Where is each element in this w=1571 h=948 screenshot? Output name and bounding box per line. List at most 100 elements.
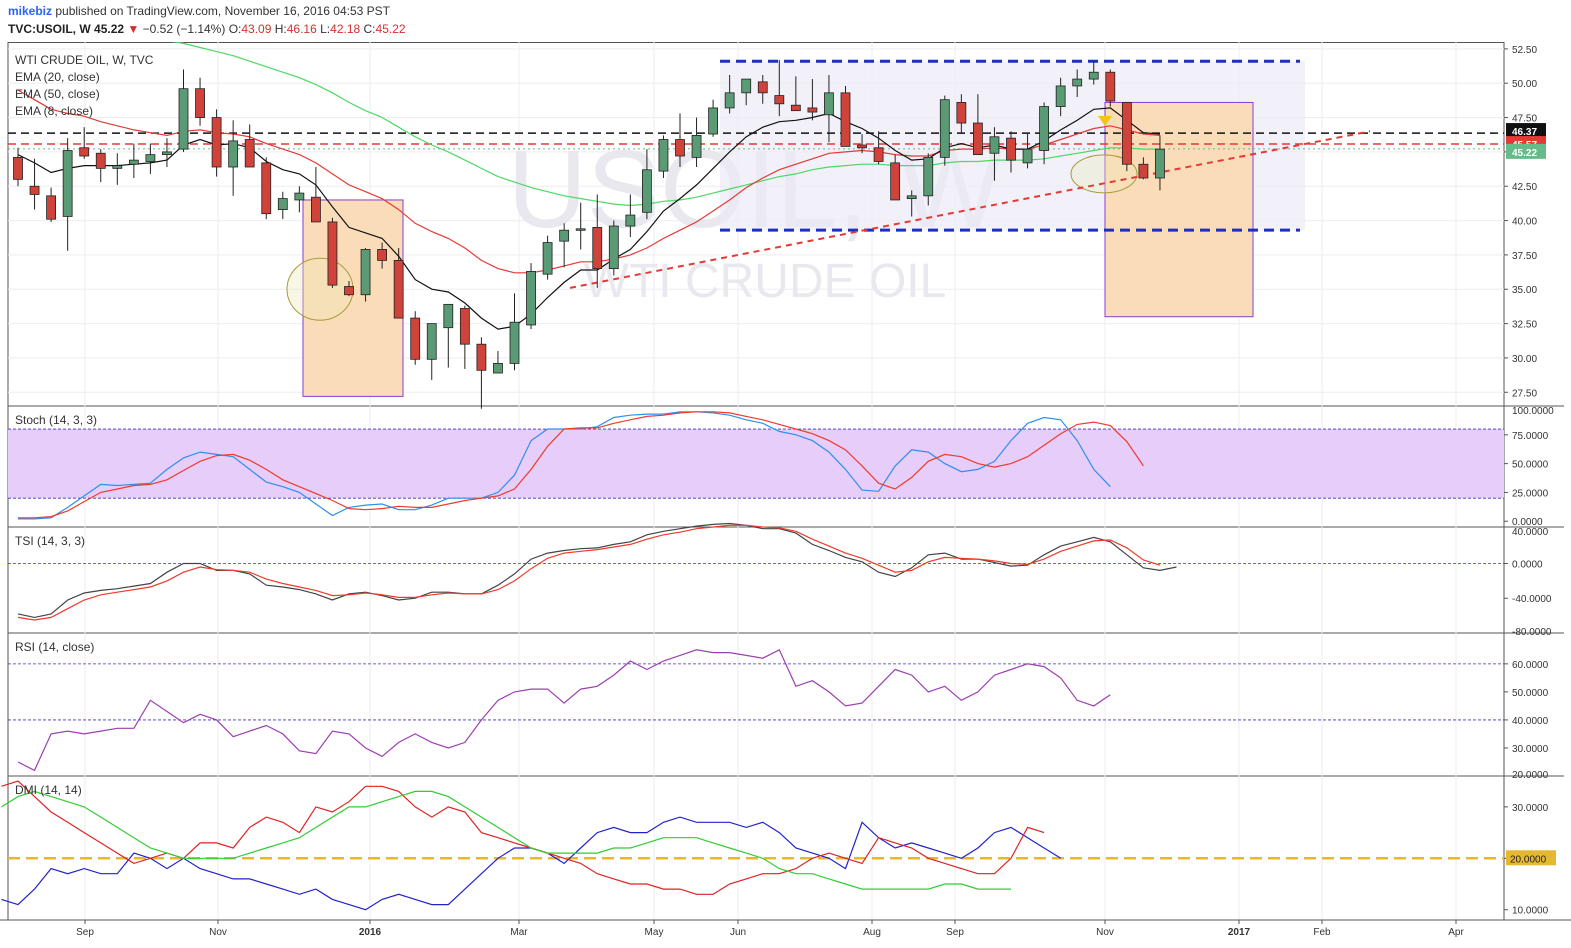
- series-line-1: [17, 648, 1111, 772]
- xtick-label: Sep: [946, 927, 964, 938]
- candle: [1072, 69, 1083, 97]
- candle: [360, 248, 371, 302]
- candle: [1006, 131, 1016, 173]
- author-link[interactable]: mikebiz: [8, 4, 53, 18]
- close-value: 45.22: [375, 22, 406, 36]
- indicator-ytick-label: 30.0000: [1512, 744, 1549, 755]
- candle-body: [790, 104, 801, 112]
- price-badge: 45.22: [1506, 143, 1546, 159]
- candle: [906, 190, 917, 217]
- candle-body: [658, 139, 669, 172]
- candle-body: [989, 136, 1000, 154]
- candle: [29, 158, 40, 210]
- indicator-ytick-label: 75.0000: [1512, 431, 1549, 442]
- candle-body: [145, 154, 156, 162]
- candle-body: [195, 88, 205, 118]
- legend-ema8: EMA (8, close): [15, 104, 93, 118]
- candle: [956, 94, 967, 135]
- indicator-pane: [8, 648, 1504, 772]
- indicator-ytick-label: 100.0000: [1512, 406, 1554, 417]
- candle-body: [1088, 71, 1099, 80]
- candle-body: [691, 135, 702, 158]
- legend-ema20: EMA (20, close): [15, 70, 100, 84]
- candle: [261, 157, 272, 220]
- candle-body: [642, 169, 652, 213]
- candle-body: [377, 249, 388, 261]
- candle-body: [575, 228, 586, 231]
- series-line-3: [1, 790, 1011, 890]
- indicator-ytick-label: 30.0000: [1512, 803, 1549, 814]
- candle: [13, 147, 23, 187]
- xtick-label: Jun: [730, 927, 746, 938]
- candle: [757, 74, 768, 104]
- candle-body: [774, 95, 785, 105]
- candle: [890, 154, 901, 201]
- candle: [79, 127, 90, 159]
- highlight-ellipse-2: [1070, 154, 1138, 194]
- candle: [608, 220, 619, 276]
- candle: [642, 149, 652, 220]
- legend-title: WTI CRUDE OIL, W, TVC: [15, 53, 154, 67]
- candle: [95, 149, 106, 183]
- pane-title: RSI (14, close): [15, 640, 94, 654]
- price-badge: 46.37: [1506, 123, 1546, 139]
- candle: [46, 187, 56, 222]
- candle-body: [493, 363, 503, 374]
- ema50-line: [171, 42, 1160, 207]
- candle-body: [128, 159, 139, 165]
- price-ytick-label: 42.50: [1512, 182, 1537, 193]
- candle-body: [410, 317, 421, 360]
- candle: [857, 134, 867, 154]
- indicator-ytick-label: 60.0000: [1512, 660, 1549, 671]
- candle: [344, 281, 354, 297]
- pane-title: TSI (14, 3, 3): [15, 534, 85, 548]
- candle: [592, 194, 603, 288]
- candle: [459, 305, 470, 369]
- candle: [708, 99, 718, 137]
- candle-body: [162, 151, 172, 156]
- candle-body: [1121, 102, 1132, 165]
- candle: [476, 337, 487, 409]
- price-badge-label: 45.22: [1512, 148, 1537, 159]
- chart-canvas[interactable]: USOIL, W WTI CRUDE OIL 52.5050.0047.5045…: [0, 42, 1571, 948]
- candle: [1155, 135, 1165, 191]
- xtick-label: Aug: [863, 927, 881, 938]
- candle: [559, 223, 570, 268]
- change-down-icon: ▼: [127, 22, 140, 36]
- indicator-pane: [8, 411, 1504, 520]
- dmi-badge: 20.0000: [1506, 850, 1556, 866]
- candle: [873, 131, 884, 165]
- indicator-ytick-label: 40.0000: [1512, 716, 1549, 727]
- price-badge-label: 46.37: [1512, 127, 1537, 138]
- ema20-line: [17, 89, 1161, 274]
- candle: [426, 323, 437, 380]
- candle: [741, 78, 752, 106]
- candle-body: [824, 92, 834, 116]
- candle-body: [724, 92, 735, 109]
- symbol-name: TVC:USOIL, W: [8, 22, 91, 36]
- candle: [675, 113, 685, 167]
- candle-body: [509, 321, 520, 364]
- indicator-ytick-label: 50.0000: [1512, 688, 1549, 699]
- candle: [1088, 61, 1099, 85]
- xtick-label: 2017: [1228, 927, 1251, 938]
- candle-body: [79, 147, 90, 157]
- price-ytick-label: 30.00: [1512, 354, 1537, 365]
- candle-body: [939, 99, 950, 158]
- candle: [410, 311, 421, 365]
- price-ytick-label: 27.50: [1512, 388, 1537, 399]
- candle: [807, 79, 818, 121]
- watermark-small: WTI CRUDE OIL: [584, 255, 947, 308]
- last-price: 45.22: [94, 22, 125, 36]
- candle-body: [178, 88, 189, 150]
- candle: [195, 77, 205, 126]
- series-line-2: [17, 524, 1161, 621]
- candle: [310, 166, 321, 223]
- indicator-ytick-label: 0.0000: [1512, 559, 1543, 570]
- candle: [178, 69, 189, 152]
- candle: [162, 138, 172, 167]
- candle: [625, 194, 636, 238]
- candle: [691, 117, 702, 167]
- price-change: −0.52 (−1.14%): [142, 22, 226, 36]
- candle: [393, 248, 404, 319]
